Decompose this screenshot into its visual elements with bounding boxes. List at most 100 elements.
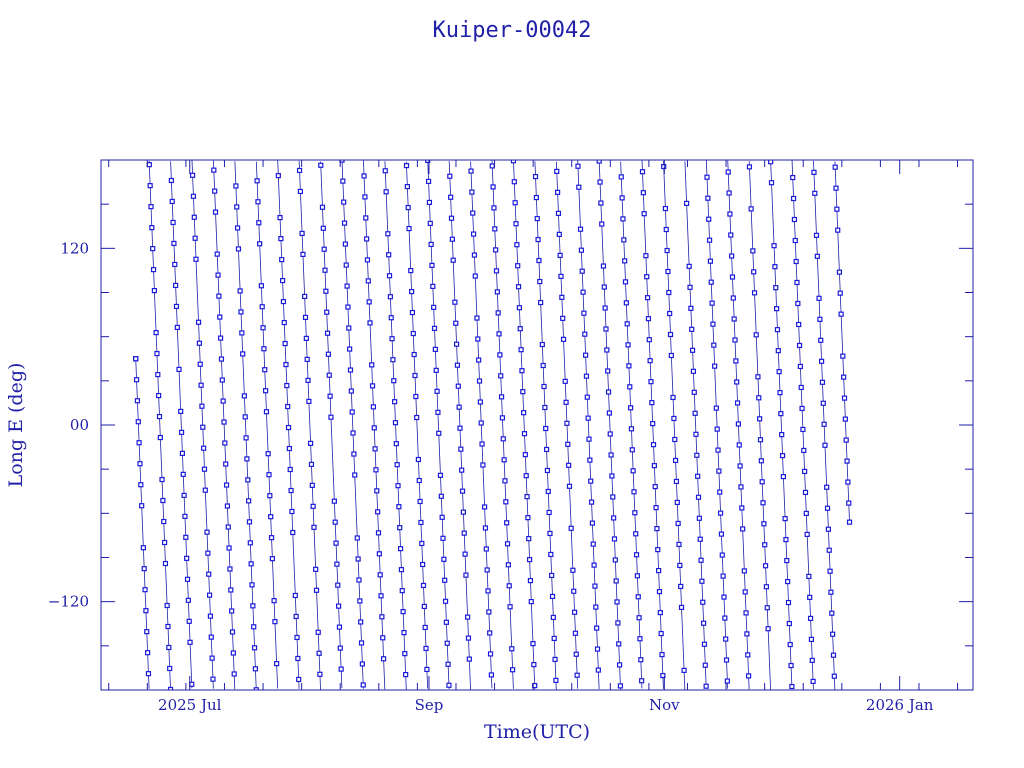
data-point <box>549 593 556 600</box>
data-point <box>307 440 314 446</box>
data-point <box>145 671 152 677</box>
data-point <box>418 519 424 526</box>
data-point <box>201 445 207 451</box>
data-point <box>306 398 312 404</box>
data-point <box>739 505 745 511</box>
data-point <box>499 415 506 421</box>
data-point <box>354 535 360 541</box>
data-point <box>762 563 769 569</box>
data-point <box>399 588 405 594</box>
data-point <box>763 584 770 590</box>
data-point <box>798 384 804 391</box>
data-point <box>193 256 199 262</box>
data-point <box>387 294 393 300</box>
data-point <box>843 437 849 443</box>
data-point <box>303 335 309 341</box>
data-point <box>840 353 846 359</box>
data-point <box>322 267 328 273</box>
data-point <box>358 640 365 646</box>
data-point <box>349 409 355 415</box>
data-point <box>227 566 233 572</box>
data-point <box>320 225 326 231</box>
data-point <box>443 619 449 625</box>
data-point <box>297 188 303 195</box>
data-point <box>695 494 702 500</box>
data-point <box>722 615 728 621</box>
trace-segment <box>448 160 471 690</box>
data-point <box>627 384 633 390</box>
data-point <box>363 215 369 221</box>
data-point <box>477 399 483 405</box>
data-point <box>570 567 576 573</box>
data-point <box>772 264 778 270</box>
data-point <box>520 389 526 395</box>
data-point <box>622 258 628 264</box>
data-point <box>133 377 140 383</box>
data-point <box>689 326 695 332</box>
data-point <box>806 573 812 580</box>
data-point <box>293 613 299 620</box>
data-point <box>488 672 494 678</box>
data-point <box>429 262 435 268</box>
data-point <box>305 377 311 383</box>
data-point <box>248 561 254 567</box>
data-point <box>706 216 712 222</box>
data-point <box>361 173 367 179</box>
data-point <box>472 273 478 279</box>
data-point <box>740 526 746 532</box>
data-point <box>332 519 338 525</box>
data-point <box>374 488 380 494</box>
data-point <box>537 278 543 285</box>
data-point <box>392 420 399 426</box>
data-point <box>251 624 257 630</box>
data-point <box>269 556 275 562</box>
data-point <box>507 604 513 610</box>
data-point <box>748 206 754 212</box>
data-point <box>328 414 334 420</box>
data-point <box>136 440 142 446</box>
data-point <box>419 540 425 547</box>
data-point <box>416 477 422 484</box>
data-point <box>774 306 780 312</box>
y-tick-labels: 120 00 −120 <box>48 239 89 610</box>
data-point <box>607 431 613 437</box>
data-point <box>830 631 836 637</box>
data-point <box>209 655 215 661</box>
data-point <box>500 436 506 442</box>
data-point <box>612 557 618 563</box>
data-point <box>436 430 442 436</box>
data-point <box>190 172 196 178</box>
data-point <box>548 551 554 558</box>
trace-segment <box>620 161 643 689</box>
data-point <box>573 651 579 657</box>
data-point <box>224 503 230 509</box>
x-tick-labels: 2025 Jul Sep Nov 2026 Jan <box>158 696 934 714</box>
data-point <box>660 672 666 679</box>
data-point <box>348 388 354 394</box>
data-point <box>807 594 813 600</box>
data-point <box>780 474 787 480</box>
data-point <box>480 462 486 468</box>
data-point <box>192 235 198 241</box>
data-point <box>639 169 646 175</box>
data-point <box>377 572 383 578</box>
data-point <box>433 367 439 373</box>
data-point <box>762 542 768 548</box>
data-point <box>651 463 657 469</box>
data-point <box>641 211 647 217</box>
trace-segment <box>663 160 686 690</box>
data-point <box>633 531 639 537</box>
data-point <box>845 479 851 485</box>
data-point <box>155 371 161 378</box>
data-point <box>583 373 590 379</box>
data-point <box>836 269 843 275</box>
data-point <box>364 257 371 263</box>
data-point <box>492 226 498 232</box>
x-tick-label: 2025 Jul <box>158 696 222 714</box>
data-point <box>715 447 721 453</box>
data-point <box>547 530 553 537</box>
data-point <box>420 582 427 589</box>
data-point <box>654 526 660 532</box>
data-point <box>841 395 848 401</box>
data-point <box>229 608 235 614</box>
